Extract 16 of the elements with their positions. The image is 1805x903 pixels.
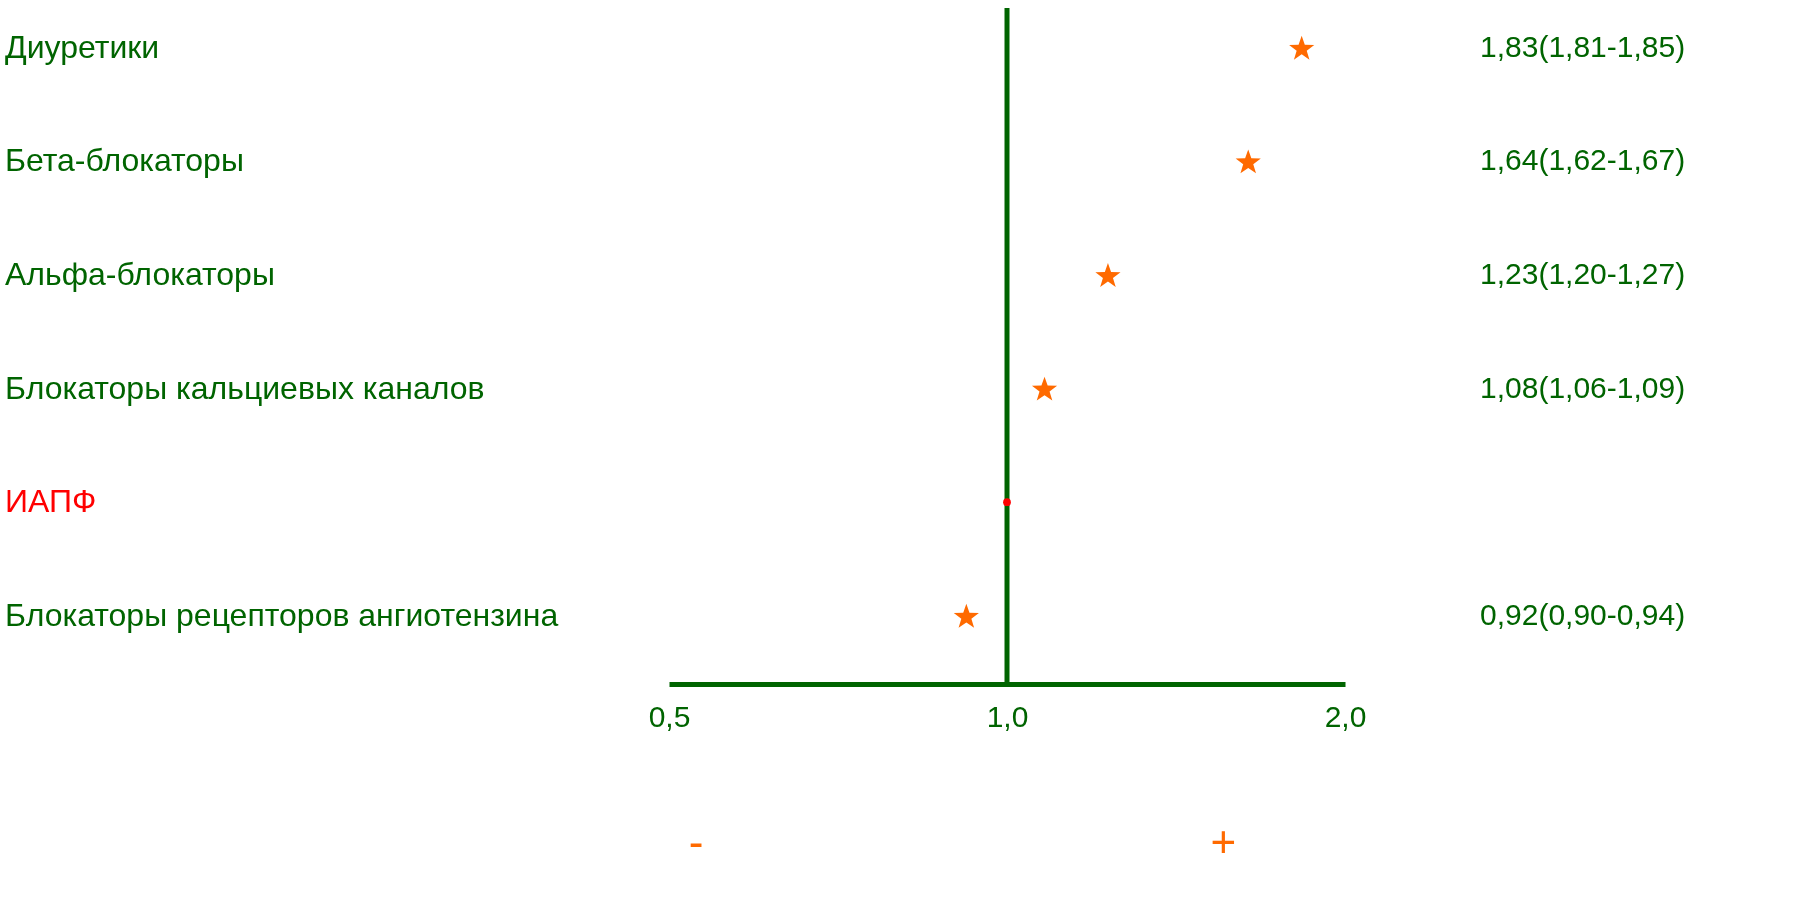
- x-tick-label: 2,0: [1324, 699, 1367, 733]
- x-tick-label: 0,5: [648, 699, 691, 733]
- y-tick-label: Блокаторы кальциевых каналов: [5, 369, 485, 406]
- data-label: 1,23(1,20-1,27): [1480, 256, 1686, 290]
- text: -: [688, 817, 704, 866]
- y-tick-label: Альфа-блокаторы: [5, 255, 275, 292]
- data-label: 1,83(1,81-1,85): [1480, 29, 1686, 63]
- y-tick-label: ИАПФ: [5, 483, 97, 520]
- x-tick-label: 1,0: [986, 699, 1029, 733]
- y-tick-label: Диуретики: [5, 28, 160, 65]
- text: +: [1210, 817, 1237, 866]
- y-tick-label: Бета-блокаторы: [5, 142, 244, 179]
- data-label: 1,08(1,06-1,09): [1480, 370, 1686, 404]
- y-tick-label: Блокаторы рецепторов ангиотензина: [5, 596, 559, 633]
- data-label: 1,64(1,62-1,67): [1480, 143, 1686, 177]
- data-label: 0,92(0,90-0,94): [1480, 597, 1686, 631]
